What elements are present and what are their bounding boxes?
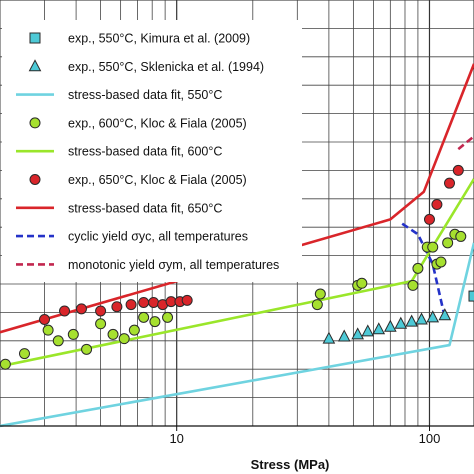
data-point bbox=[0, 358, 11, 370]
legend-entry: stress-based data fit, 650°C bbox=[16, 201, 222, 215]
data-point bbox=[468, 290, 474, 302]
legend-entry: exp., 550°C, Sklenicka et al. (1994) bbox=[28, 59, 264, 74]
data-point bbox=[384, 319, 397, 332]
data-point bbox=[431, 198, 443, 210]
series-scatter-group bbox=[468, 290, 474, 302]
legend-marker bbox=[29, 32, 41, 44]
data-point bbox=[435, 256, 447, 268]
data-point bbox=[337, 329, 351, 342]
data-point bbox=[444, 177, 456, 189]
data-point bbox=[423, 213, 435, 225]
legend-label: stress-based data fit, 600°C bbox=[68, 145, 222, 159]
data-point bbox=[18, 348, 30, 360]
legend-label: stress-based data fit, 650°C bbox=[68, 201, 222, 215]
legend-label: monotonic yield σym, all temperatures bbox=[68, 258, 279, 272]
legend-label: exp., 550°C, Sklenicka et al. (1994) bbox=[68, 60, 264, 74]
data-point bbox=[42, 324, 54, 336]
data-point bbox=[356, 277, 368, 289]
data-point bbox=[67, 328, 79, 340]
data-point bbox=[162, 311, 174, 323]
data-point bbox=[407, 279, 419, 291]
data-point bbox=[138, 311, 150, 323]
data-point bbox=[442, 237, 454, 249]
data-point bbox=[138, 296, 150, 308]
legend-entry: exp., 600°C, Kloc & Fiala (2005) bbox=[29, 116, 247, 130]
legend-label: exp., 600°C, Kloc & Fiala (2005) bbox=[68, 116, 247, 130]
legend-label: stress-based data fit, 550°C bbox=[68, 88, 222, 102]
legend-marker bbox=[29, 174, 41, 185]
data-point bbox=[438, 308, 452, 321]
data-point bbox=[314, 288, 326, 300]
x-axis: 10 100 bbox=[0, 425, 474, 446]
series-line bbox=[457, 135, 474, 151]
legend-entry: stress-based data fit, 550°C bbox=[16, 88, 222, 102]
data-point bbox=[394, 316, 408, 329]
legend-label: exp., 650°C, Kloc & Fiala (2005) bbox=[68, 173, 247, 187]
data-point bbox=[59, 305, 71, 317]
data-point bbox=[311, 299, 323, 311]
data-point bbox=[81, 343, 93, 355]
x-tick-label: 10 bbox=[169, 431, 183, 446]
data-point bbox=[452, 164, 464, 176]
data-point bbox=[111, 301, 123, 313]
data-point bbox=[361, 324, 375, 337]
data-point bbox=[322, 331, 336, 344]
data-point bbox=[118, 333, 130, 345]
legend-marker bbox=[28, 59, 42, 72]
series-line bbox=[0, 242, 474, 428]
data-point bbox=[351, 327, 365, 340]
legend: exp., 550°C, Kimura et al. (2009) exp., 5… bbox=[2, 20, 302, 282]
data-point bbox=[415, 312, 428, 325]
data-point bbox=[405, 314, 418, 327]
legend-label: cyclic yield σyc, all temperatures bbox=[68, 230, 248, 244]
data-point bbox=[148, 296, 160, 308]
data-point bbox=[427, 241, 439, 253]
data-point bbox=[107, 328, 119, 340]
legend-entry: exp., 550°C, Kimura et al. (2009) bbox=[29, 32, 250, 46]
x-tick-label: 100 bbox=[419, 431, 441, 446]
series-line-group bbox=[0, 242, 474, 428]
data-point bbox=[39, 314, 51, 325]
data-point bbox=[426, 310, 440, 323]
series-line-group bbox=[457, 135, 474, 151]
data-point bbox=[181, 294, 193, 306]
series-scatter-group bbox=[322, 308, 452, 344]
data-point bbox=[455, 230, 467, 242]
legend-label: exp., 550°C, Kimura et al. (2009) bbox=[68, 32, 250, 46]
legend-marker bbox=[29, 117, 41, 129]
data-point bbox=[95, 318, 107, 330]
data-point bbox=[149, 316, 161, 328]
data-point bbox=[95, 305, 107, 317]
x-axis-title: Stress (MPa) bbox=[251, 457, 330, 472]
legend-entry: cyclic yield σyc, all temperatures bbox=[16, 230, 248, 244]
legend-entry: monotonic yield σym, all temperatures bbox=[16, 258, 279, 272]
data-point bbox=[412, 262, 424, 274]
series-scatter-group bbox=[0, 228, 467, 370]
data-point bbox=[372, 322, 386, 335]
data-point bbox=[75, 303, 87, 315]
data-point bbox=[128, 324, 140, 336]
series-scatter-group bbox=[39, 164, 464, 325]
legend-entry: exp., 650°C, Kloc & Fiala (2005) bbox=[29, 173, 247, 187]
data-point bbox=[52, 335, 64, 347]
legend-entry: stress-based data fit, 600°C bbox=[16, 145, 222, 159]
data-point bbox=[125, 299, 137, 311]
